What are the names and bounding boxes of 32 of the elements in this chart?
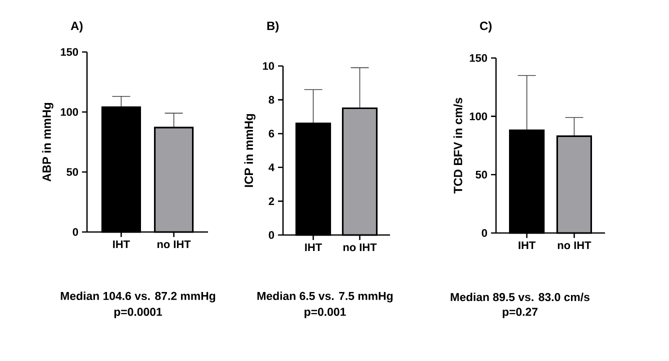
y-axis-title: ICP in mmHg	[244, 114, 256, 187]
chart-title: C)	[480, 21, 492, 32]
y-tick-label: 150	[470, 54, 488, 62]
y-tick-label: 50	[476, 170, 488, 179]
y-tick-label: 2	[268, 197, 274, 206]
text: p=0.0001	[114, 308, 162, 318]
y-tick-label: 100	[60, 108, 78, 116]
y-tick-label: 100	[470, 112, 488, 120]
text: Median 89.5 vs. 83.0 cm/s	[450, 292, 590, 302]
x-tick-label: IHT	[113, 240, 130, 248]
text: Median 6.5 vs. 7.5 mmHg	[257, 292, 393, 302]
chart-title: A)	[70, 21, 83, 32]
x-tick-label: IHT	[518, 242, 536, 250]
y-tick-label: 6	[268, 130, 274, 138]
y-tick-label: 10	[262, 62, 274, 70]
y-tick-label: 0	[482, 229, 488, 237]
y-axis-title: ABP in mmHg	[42, 102, 54, 182]
y-tick-label: 150	[60, 48, 78, 56]
y-axis-title: TCD BFV in cm/s	[453, 98, 462, 194]
text: p=0.001	[304, 308, 346, 318]
y-tick-label: 8	[268, 96, 274, 104]
x-tick-label: IHT	[305, 244, 322, 252]
y-tick-label: 0	[72, 228, 78, 236]
y-tick-label: 50	[66, 168, 78, 176]
x-tick-label: no IHT	[157, 240, 191, 248]
chart-title: B)	[267, 21, 279, 32]
x-tick-label: no IHT	[558, 242, 592, 250]
y-tick-label: 0	[268, 231, 274, 239]
text: p=0.27	[502, 308, 538, 318]
x-tick-label: no IHT	[343, 244, 377, 252]
y-tick-label: 4	[268, 164, 274, 172]
text: Median 104.6 vs. 87.2 mmHg	[60, 292, 216, 302]
